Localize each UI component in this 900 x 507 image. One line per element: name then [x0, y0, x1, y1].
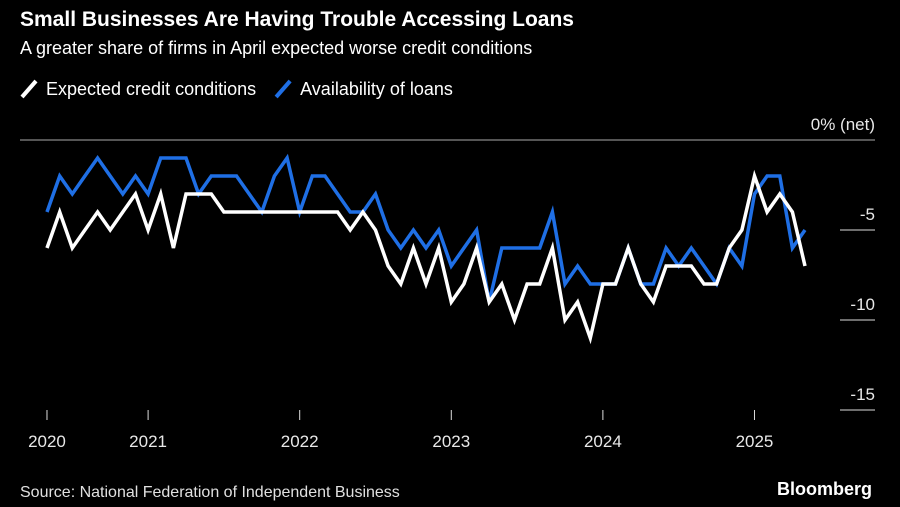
legend: Expected credit conditions Availability o… [20, 79, 453, 99]
x-tick-label: 2022 [281, 432, 319, 451]
y-tick-label: -15 [850, 385, 875, 404]
series-line [45, 169, 807, 345]
chart-subtitle: A greater share of firms in April expect… [20, 38, 532, 58]
y-tick-label: -10 [850, 295, 875, 314]
legend-label: Expected credit conditions [46, 79, 256, 99]
x-tick-label: 2020 [28, 432, 66, 451]
y-tick-label: -5 [860, 205, 875, 224]
legend-label: Availability of loans [300, 79, 453, 99]
x-tick-label: 2023 [432, 432, 470, 451]
y-tick-label: 0% (net) [811, 115, 875, 134]
legend-swatch [20, 79, 38, 99]
chart-title: Small Businesses Are Having Trouble Acce… [20, 8, 574, 31]
x-tick-label: 2024 [584, 432, 622, 451]
brand: Bloomberg [777, 479, 872, 499]
source: Source: National Federation of Independe… [20, 484, 400, 501]
legend-swatch [274, 79, 292, 99]
x-tick-label: 2025 [736, 432, 774, 451]
x-tick-label: 2021 [129, 432, 167, 451]
